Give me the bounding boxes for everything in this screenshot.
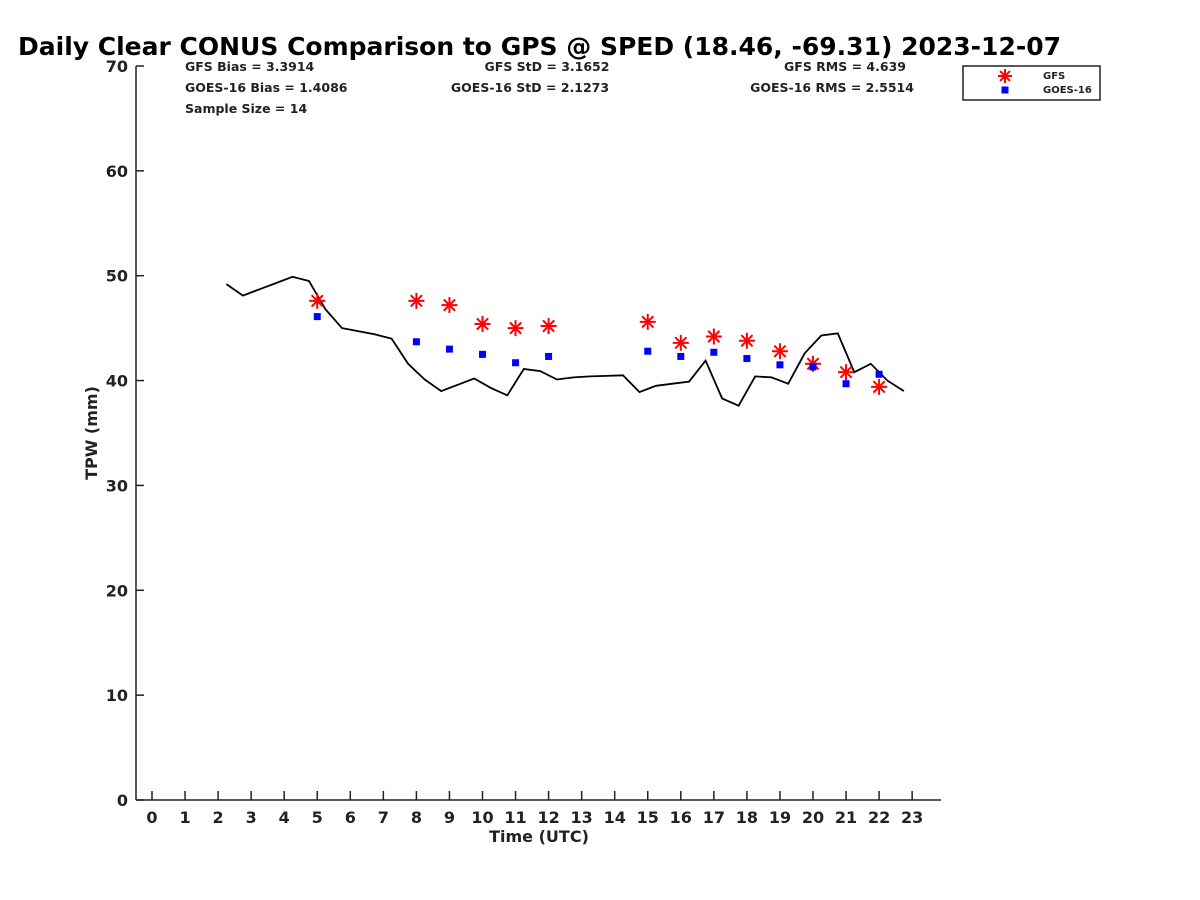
goes16-point bbox=[479, 350, 486, 358]
y-tick-label: 30 bbox=[106, 476, 128, 495]
statistics-block: GFS Bias = 3.3914 GFS StD = 3.1652 GFS RMS… bbox=[185, 59, 914, 116]
x-tick-label: 1 bbox=[179, 808, 190, 827]
goes16-point bbox=[710, 348, 718, 356]
x-tick-label: 0 bbox=[146, 808, 157, 827]
x-tick-label: 13 bbox=[571, 808, 593, 827]
y-tick-label: 20 bbox=[106, 581, 128, 600]
x-tick-label: 10 bbox=[471, 808, 493, 827]
x-tick-label: 11 bbox=[504, 808, 526, 827]
gfs-point bbox=[507, 320, 524, 337]
gfs-point bbox=[441, 297, 458, 314]
x-tick-label: 17 bbox=[703, 808, 725, 827]
x-tick-label: 16 bbox=[670, 808, 692, 827]
stat-text: GFS Bias = 3.3914 bbox=[185, 59, 315, 74]
legend-gfs-label: GFS bbox=[1043, 71, 1065, 82]
gfs-point bbox=[639, 313, 656, 330]
goes16-point bbox=[545, 352, 553, 360]
y-tick-label: 60 bbox=[106, 162, 128, 181]
goes16-point bbox=[776, 361, 784, 369]
x-tick-label: 12 bbox=[537, 808, 559, 827]
y-tick-label: 10 bbox=[106, 686, 128, 705]
gfs-point bbox=[540, 318, 557, 335]
goes16-point bbox=[644, 347, 652, 355]
x-tick-label: 9 bbox=[444, 808, 455, 827]
plot-area bbox=[225, 275, 905, 407]
stat-text: GFS StD = 3.1652 bbox=[485, 59, 610, 74]
goes16-point bbox=[677, 352, 685, 360]
goes16-point bbox=[809, 363, 817, 371]
y-tick-label: 50 bbox=[106, 267, 128, 286]
gfs-point bbox=[309, 292, 326, 309]
x-tick-label: 2 bbox=[213, 808, 224, 827]
stat-text: GOES-16 Bias = 1.4086 bbox=[185, 80, 348, 95]
x-tick-label: 14 bbox=[604, 808, 626, 827]
goes16-point bbox=[313, 313, 321, 321]
goes16-point bbox=[842, 380, 850, 388]
x-tick-label: 6 bbox=[345, 808, 356, 827]
legend-gfs-marker bbox=[998, 69, 1012, 83]
stat-text: Sample Size = 14 bbox=[185, 101, 307, 116]
x-tick-label: 20 bbox=[802, 808, 824, 827]
x-tick-label: 7 bbox=[378, 808, 389, 827]
gps-tpw-line bbox=[225, 275, 905, 407]
x-tick-label: 3 bbox=[246, 808, 257, 827]
stat-text: GFS RMS = 4.639 bbox=[784, 59, 906, 74]
gfs-point bbox=[474, 315, 491, 332]
stat-text: GOES-16 RMS = 2.5514 bbox=[750, 80, 914, 95]
gfs-point bbox=[871, 378, 888, 395]
x-tick-label: 4 bbox=[279, 808, 290, 827]
x-axis-label: Time (UTC) bbox=[489, 827, 589, 846]
gfs-point bbox=[771, 343, 788, 360]
x-tick-label: 5 bbox=[312, 808, 323, 827]
gfs-point bbox=[672, 334, 689, 351]
goes16-point bbox=[512, 359, 520, 367]
x-tick-label: 23 bbox=[901, 808, 923, 827]
x-tick-label: 19 bbox=[769, 808, 791, 827]
gfs-point bbox=[705, 328, 722, 345]
y-tick-label: 70 bbox=[106, 57, 128, 76]
y-axis-label: TPW (mm) bbox=[82, 386, 101, 480]
legend-goes16-marker bbox=[1001, 86, 1009, 94]
legend: GFS GOES-16 bbox=[962, 65, 1101, 101]
y-tick-label: 40 bbox=[106, 372, 128, 391]
x-tick-label: 8 bbox=[411, 808, 422, 827]
legend-goes16-label: GOES-16 bbox=[1043, 85, 1092, 96]
legend-box bbox=[962, 65, 1101, 101]
x-tick-label: 22 bbox=[868, 808, 890, 827]
chart-title: Daily Clear CONUS Comparison to GPS @ SP… bbox=[18, 32, 1061, 61]
goes16-point bbox=[412, 338, 420, 346]
goes16-point bbox=[875, 370, 883, 378]
x-tick-label: 15 bbox=[637, 808, 659, 827]
goes16-point bbox=[445, 345, 453, 353]
y-tick-label: 0 bbox=[117, 791, 128, 810]
x-tick-label: 18 bbox=[736, 808, 758, 827]
gfs-point bbox=[408, 292, 425, 309]
goes16-point bbox=[743, 355, 751, 363]
gfs-point bbox=[838, 364, 855, 381]
x-tick-label: 21 bbox=[835, 808, 857, 827]
gfs-point bbox=[738, 332, 755, 349]
stat-text: GOES-16 StD = 2.1273 bbox=[451, 80, 609, 95]
